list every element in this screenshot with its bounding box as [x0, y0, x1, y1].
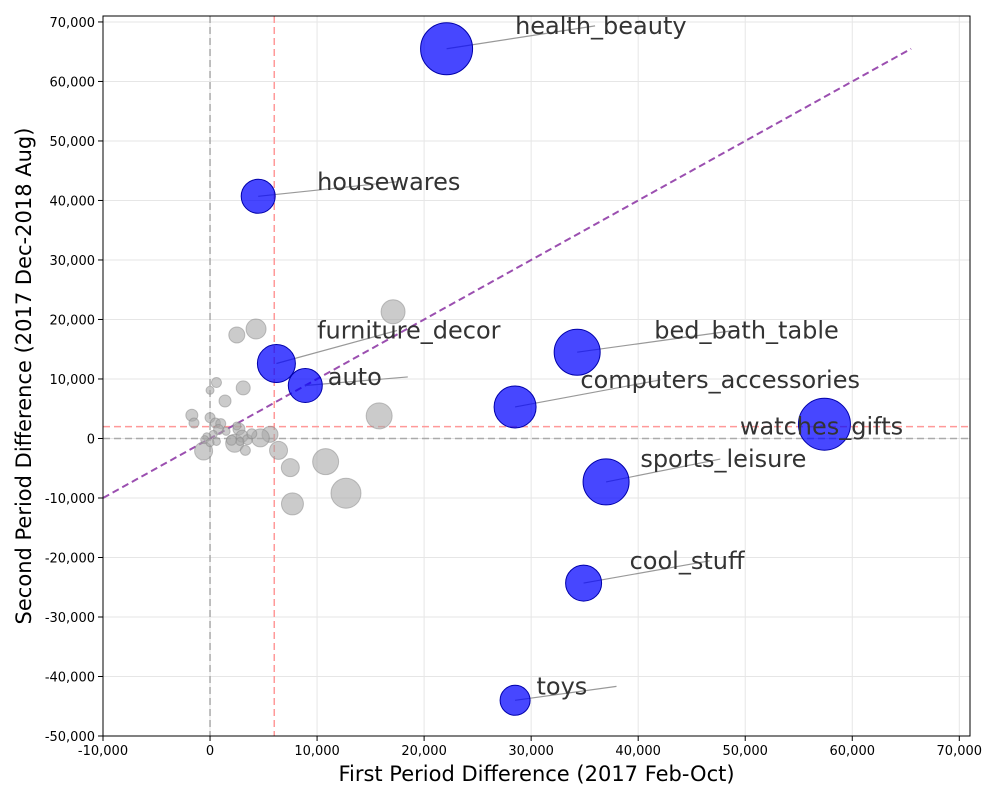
other-categories-points [185, 299, 406, 516]
x-tick-label: 50,000 [722, 744, 768, 759]
y-tick-label: -10,000 [45, 492, 95, 507]
category-label: sports_leisure [640, 445, 806, 473]
y-tick-label: -40,000 [45, 670, 95, 685]
other-category-point [246, 428, 258, 440]
x-axis-label: First Period Difference (2017 Feb-Oct) [338, 762, 734, 786]
x-tick-label: 10,000 [294, 744, 340, 759]
other-category-point [269, 440, 289, 460]
highlighted-categories-points [240, 22, 851, 716]
y-tick-label: 30,000 [50, 254, 96, 269]
x-tick-label: 70,000 [937, 744, 983, 759]
category-label: cool_stuff [630, 547, 745, 575]
label-leader-line [514, 379, 661, 408]
y-tick-label: -50,000 [45, 730, 95, 745]
y-tick-label: 10,000 [50, 373, 96, 388]
other-category-point [312, 448, 340, 476]
category-label: watches_gifts [740, 412, 903, 440]
other-category-point [221, 426, 231, 436]
other-category-point [218, 394, 232, 408]
y-tick-label: -20,000 [45, 551, 95, 566]
category-label: bed_bath_table [654, 317, 839, 345]
other-category-point [232, 421, 242, 431]
other-category-point [205, 438, 215, 448]
highlighted-category-point [565, 564, 603, 602]
category-labels: health_beauty housewares furniture_decorau… [317, 12, 903, 700]
category-label: toys [537, 672, 588, 700]
other-category-point [380, 299, 406, 325]
highlighted-category-point [287, 368, 323, 404]
other-category-point [235, 436, 245, 446]
other-category-point [205, 385, 215, 395]
other-category-point [228, 326, 246, 344]
other-category-point [188, 417, 200, 429]
highlighted-category-point [582, 458, 630, 506]
other-category-point [280, 458, 300, 478]
other-category-point [330, 477, 362, 509]
highlighted-category-point [256, 344, 296, 384]
highlighted-category-point [553, 328, 601, 376]
x-tick-label: 40,000 [615, 744, 661, 759]
plot-frame [102, 15, 971, 737]
highlighted-category-point [240, 178, 276, 214]
other-category-point [365, 402, 393, 430]
label-leader-line [515, 685, 617, 701]
x-tick-label: 20,000 [401, 744, 447, 759]
y-tick-label: 50,000 [50, 135, 96, 150]
other-category-point [235, 380, 251, 396]
y-tick-label: -30,000 [45, 611, 95, 626]
label-leader-line [258, 181, 398, 197]
category-label: health_beauty [515, 12, 687, 40]
category-label: housewares [317, 168, 460, 196]
highlighted-category-point [499, 684, 531, 716]
label-leader-line [577, 329, 735, 353]
x-tick-label: 30,000 [508, 744, 554, 759]
other-category-point [239, 444, 251, 456]
y-tick-label: 60,000 [50, 75, 96, 90]
category-label: auto [328, 363, 382, 391]
label-leader-line [276, 329, 398, 365]
other-category-point [225, 434, 237, 446]
label-leader-line [583, 560, 710, 584]
grid-layer [102, 16, 970, 737]
y-tick-label: 20,000 [50, 313, 96, 328]
y-tick-label: 0 [87, 432, 95, 447]
y-tick-label: 70,000 [50, 16, 96, 31]
x-tick-label: 0 [206, 744, 214, 759]
axis-ticks: -10,000 0 10,000 20,000 30,000 40,000 50,000 60… [45, 16, 982, 759]
x-tick-label: 60,000 [830, 744, 876, 759]
y-axis-label: Second Period Difference (2017 Dec-2018 … [12, 128, 36, 625]
other-category-point [280, 492, 304, 516]
x-tick-label: -10,000 [78, 744, 128, 759]
highlighted-category-point [797, 397, 851, 451]
highlighted-category-point [420, 22, 474, 76]
other-category-point [210, 377, 222, 389]
category-label: furniture_decor [317, 317, 501, 345]
other-category-point [245, 318, 267, 340]
y-tick-label: 40,000 [50, 194, 96, 209]
category-label: computers_accessories [580, 366, 860, 394]
highlighted-category-point [493, 385, 537, 429]
